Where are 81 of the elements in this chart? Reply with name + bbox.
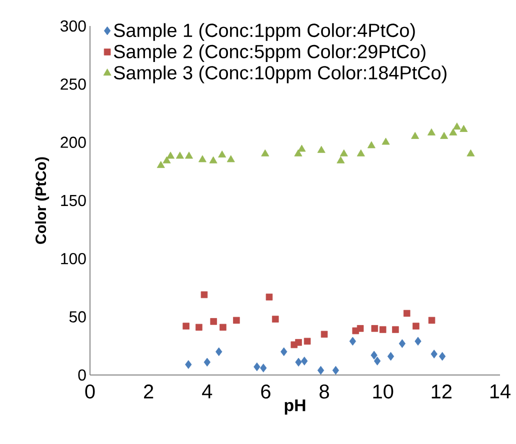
legend-label: Sample 2 (Conc:5ppm Color:29PtCo): [114, 44, 426, 62]
y-tick-label: 100: [61, 253, 86, 264]
point: [166, 152, 175, 159]
point: [216, 347, 222, 356]
point: [466, 149, 475, 156]
point: [430, 350, 438, 358]
point: [374, 356, 381, 366]
point: [317, 366, 324, 375]
x-tick-label: 12: [432, 384, 452, 398]
point: [452, 122, 461, 130]
point: [260, 364, 267, 372]
point: [210, 318, 217, 325]
point: [204, 358, 210, 367]
legend-label: Sample 3 (Conc:10ppm Color:184PtCo): [114, 66, 446, 84]
point: [428, 316, 436, 324]
point: [336, 156, 345, 164]
point: [320, 330, 328, 338]
point: [301, 356, 308, 366]
x-tick-label: 14: [490, 384, 511, 398]
point: [298, 144, 306, 152]
point: [218, 150, 226, 158]
x-tick-label: 8: [320, 384, 329, 399]
x-axis-title: pH: [284, 399, 306, 415]
y-tick-label: 50: [69, 311, 86, 322]
point: [440, 132, 448, 139]
point: [371, 325, 378, 332]
point: [392, 326, 399, 333]
point: [356, 325, 364, 332]
point: [379, 326, 386, 333]
point: [356, 149, 365, 156]
point: [272, 316, 279, 323]
x-tick-label: 10: [373, 384, 394, 399]
y-tick-label: 200: [60, 136, 86, 148]
point: [438, 352, 446, 361]
point: [156, 161, 165, 168]
point: [398, 339, 406, 348]
point: [261, 149, 270, 156]
point: [295, 358, 302, 367]
point: [226, 155, 235, 162]
x-tick-label: 6: [261, 384, 270, 399]
point: [427, 128, 436, 136]
point: [411, 132, 420, 139]
y-tick-label: 0: [78, 369, 86, 381]
point: [460, 124, 468, 132]
point: [370, 350, 378, 360]
point: [198, 155, 206, 162]
point: [449, 128, 458, 136]
point: [382, 138, 390, 145]
point: [176, 152, 184, 159]
point: [209, 156, 218, 164]
point: [280, 347, 288, 356]
point: [196, 324, 202, 331]
point: [349, 336, 356, 346]
y-tick-label: 250: [60, 78, 86, 90]
point: [304, 338, 311, 345]
point: [332, 366, 340, 375]
point: [162, 156, 171, 164]
point: [266, 294, 273, 300]
point: [340, 149, 348, 156]
point: [254, 362, 260, 372]
point: [317, 146, 326, 153]
point: [220, 324, 226, 331]
x-tick-label: 4: [202, 384, 212, 398]
point: [184, 152, 193, 159]
point: [414, 336, 422, 346]
y-axis-title: Color (PtCo): [35, 157, 50, 244]
y-tick-label: 150: [61, 194, 86, 206]
point: [200, 291, 208, 298]
point: [185, 360, 192, 369]
point: [403, 310, 410, 317]
point: [367, 141, 376, 148]
point: [295, 339, 302, 346]
point: [412, 322, 420, 330]
point: [233, 316, 240, 324]
y-tick-label: 300: [60, 20, 86, 32]
point: [182, 322, 190, 330]
legend-label: Sample 1 (Conc:1ppm Color:4PtCo): [114, 23, 415, 41]
point: [294, 149, 302, 156]
x-tick-label: 2: [144, 384, 154, 398]
point: [387, 352, 394, 361]
x-tick-label: 0: [85, 384, 95, 399]
